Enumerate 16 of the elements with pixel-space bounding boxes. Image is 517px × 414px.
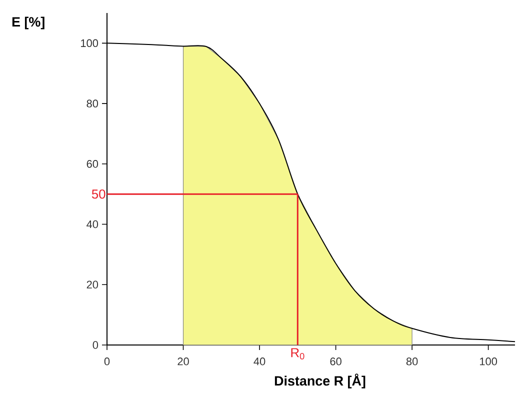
x-tick-label: 0 xyxy=(104,358,110,366)
y-tick-label: 20 xyxy=(86,280,98,289)
x-tick-label: 20 xyxy=(178,358,189,366)
x-tick-label: 60 xyxy=(330,358,342,366)
x-tick-label: 100 xyxy=(480,358,498,366)
y-axis-title: E [%] xyxy=(12,16,44,30)
ref-line-label: R$_{0}$ xyxy=(291,348,304,360)
y-tick-label: 0 xyxy=(92,341,98,349)
x-axis-title: Distance R [Å] xyxy=(274,374,366,388)
ref-line-label: 50 xyxy=(92,190,106,199)
y-tick-label: 60 xyxy=(86,160,98,168)
x-tick-label: 40 xyxy=(254,358,266,366)
y-tick-label: 40 xyxy=(86,220,98,228)
y-tick-label: 100 xyxy=(81,39,98,48)
x-tick-label: 80 xyxy=(406,358,418,366)
y-tick-label: 80 xyxy=(86,100,98,108)
